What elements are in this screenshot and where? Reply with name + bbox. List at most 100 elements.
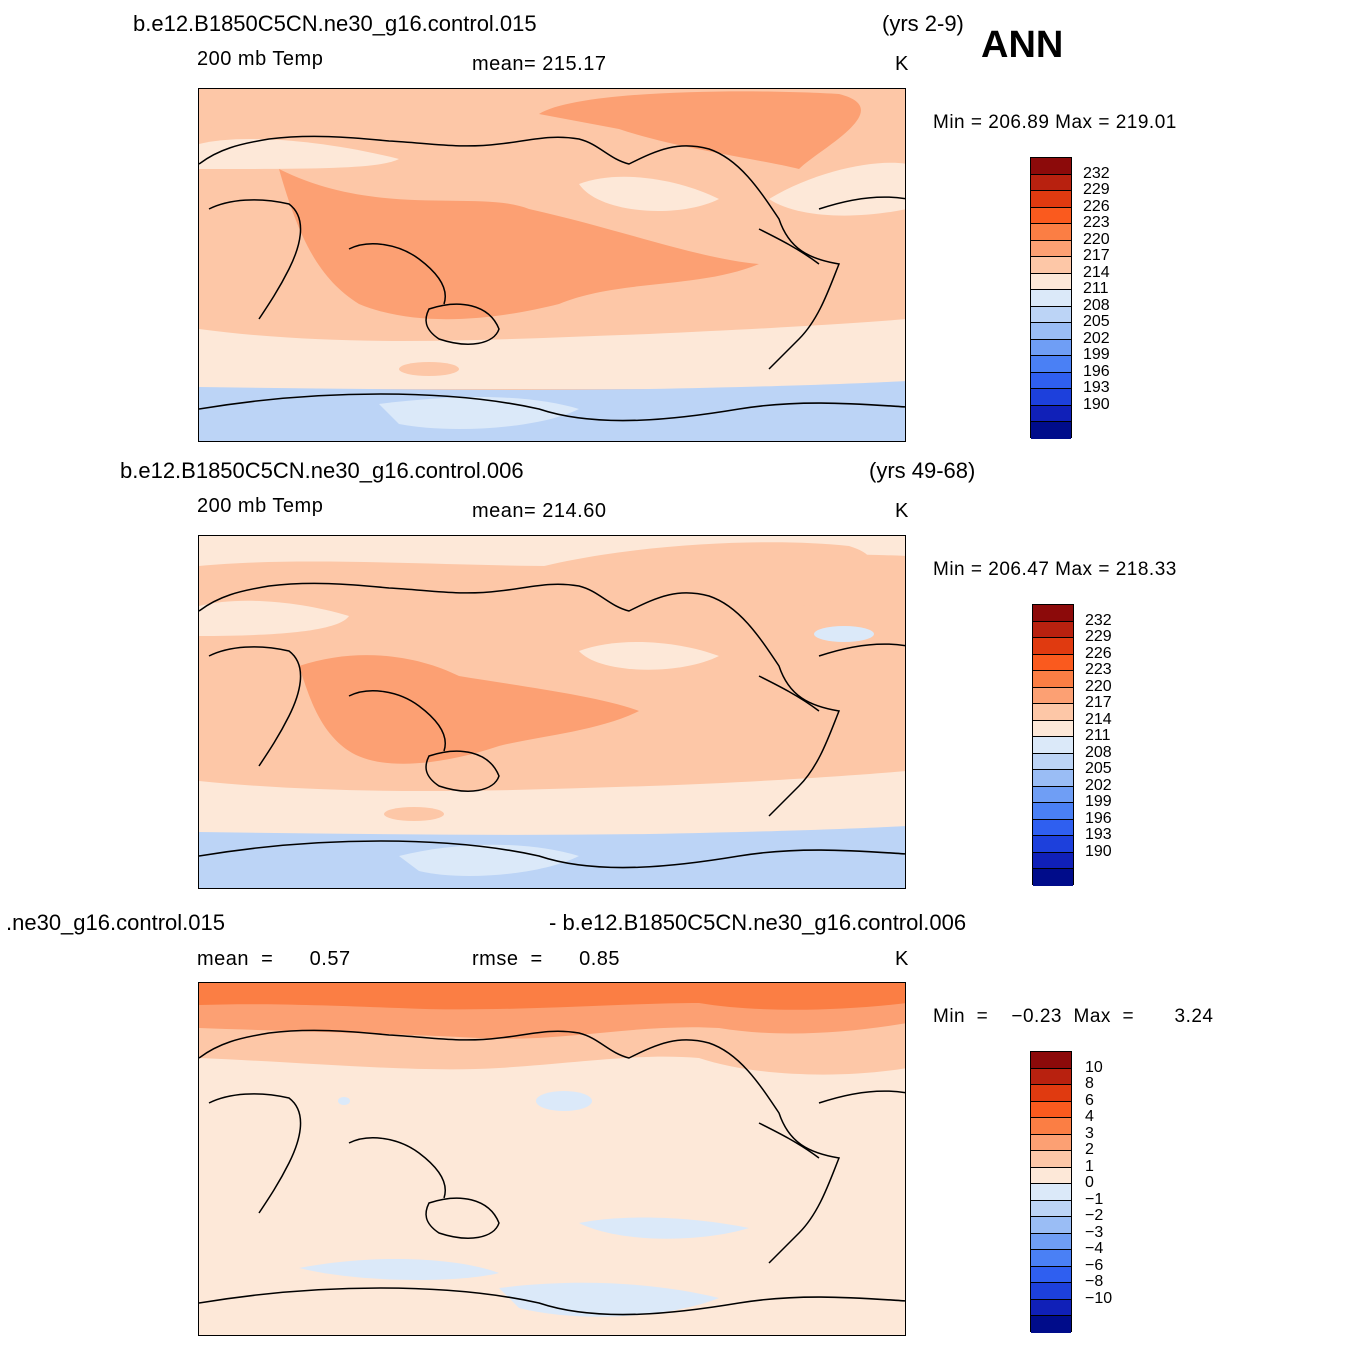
colorbar-swatch bbox=[1033, 819, 1073, 837]
colorbar-label: 4 bbox=[1085, 1108, 1094, 1126]
colorbar-swatch bbox=[1031, 1052, 1071, 1069]
panel1-colorbar bbox=[1030, 157, 1072, 439]
colorbar-swatch bbox=[1031, 1184, 1071, 1201]
colorbar-swatch bbox=[1033, 803, 1073, 820]
colorbar-swatch bbox=[1033, 869, 1073, 886]
panel1-warm-tropics bbox=[279, 169, 759, 320]
colorbar-label: −1 bbox=[1085, 1190, 1104, 1208]
panel3-units: K bbox=[895, 948, 909, 970]
panel3-minmax: Min = −0.23 Max = 3.24 bbox=[933, 1006, 1214, 1027]
panel1-minmax: Min = 206.89 Max = 219.01 bbox=[933, 112, 1177, 133]
colorbar-label: −3 bbox=[1085, 1223, 1104, 1241]
panel3-colorbar bbox=[1030, 1051, 1072, 1333]
panel2-colorbar bbox=[1032, 604, 1074, 886]
colorbar-swatch bbox=[1031, 273, 1071, 291]
colorbar-swatch bbox=[1031, 1233, 1071, 1251]
colorbar-label: 199 bbox=[1085, 793, 1112, 811]
colorbar-label: 223 bbox=[1083, 214, 1110, 232]
colorbar-label: 196 bbox=[1083, 362, 1110, 380]
panel3-coastlines bbox=[199, 1029, 905, 1264]
panel1-coastline-antarctica bbox=[199, 393, 905, 422]
colorbar-swatch bbox=[1031, 356, 1071, 373]
colorbar-label: 193 bbox=[1085, 826, 1112, 844]
colorbar-swatch bbox=[1033, 638, 1073, 655]
panel1-warm-arctic bbox=[539, 91, 861, 169]
colorbar-label: −2 bbox=[1085, 1207, 1104, 1225]
colorbar-swatch bbox=[1031, 290, 1071, 307]
colorbar-swatch bbox=[1031, 1085, 1071, 1102]
colorbar-swatch bbox=[1033, 720, 1073, 738]
colorbar-label: 196 bbox=[1085, 809, 1112, 827]
panel2-map bbox=[198, 535, 906, 889]
colorbar-swatch bbox=[1031, 389, 1071, 406]
colorbar-label: 6 bbox=[1085, 1091, 1094, 1109]
colorbar-label: 2 bbox=[1085, 1141, 1094, 1159]
panel2-variable: 200 mb Temp bbox=[197, 495, 324, 517]
panel2-case-name: b.e12.B1850C5CN.ne30_g16.control.006 bbox=[120, 458, 524, 483]
colorbar-label: 220 bbox=[1085, 677, 1112, 695]
colorbar-swatch bbox=[1031, 339, 1071, 357]
colorbar-label: 226 bbox=[1085, 644, 1112, 662]
colorbar-label: 8 bbox=[1085, 1075, 1094, 1093]
colorbar-swatch bbox=[1033, 852, 1073, 870]
colorbar-swatch bbox=[1031, 1068, 1071, 1086]
panel2-mean: mean= 214.60 bbox=[472, 500, 607, 522]
colorbar-label: 205 bbox=[1085, 760, 1112, 778]
colorbar-swatch bbox=[1031, 158, 1071, 175]
colorbar-swatch bbox=[1031, 1316, 1071, 1333]
colorbar-swatch bbox=[1031, 1217, 1071, 1234]
colorbar-swatch bbox=[1031, 323, 1071, 340]
colorbar-swatch bbox=[1031, 207, 1071, 225]
panel2-years: (yrs 49-68) bbox=[869, 458, 976, 483]
colorbar-label: 229 bbox=[1083, 181, 1110, 199]
panel3-case-name: .ne30_g16.control.015 bbox=[6, 910, 225, 935]
colorbar-swatch bbox=[1033, 605, 1073, 622]
colorbar-label: 205 bbox=[1083, 313, 1110, 331]
colorbar-swatch bbox=[1033, 654, 1073, 672]
panel2-units: K bbox=[895, 500, 909, 522]
colorbar-label: 211 bbox=[1085, 727, 1111, 745]
colorbar-label: 229 bbox=[1085, 628, 1112, 646]
colorbar-swatch bbox=[1031, 191, 1071, 208]
colorbar-swatch bbox=[1031, 240, 1071, 258]
panel1-map bbox=[198, 88, 906, 442]
colorbar-label: 232 bbox=[1083, 164, 1110, 182]
colorbar-label: 208 bbox=[1083, 296, 1110, 314]
panel3-mean: mean = 0.57 bbox=[197, 948, 351, 970]
panel1-coastlines bbox=[199, 135, 905, 370]
colorbar-swatch bbox=[1033, 621, 1073, 639]
season-label: ANN bbox=[981, 24, 1064, 66]
colorbar-swatch bbox=[1031, 306, 1071, 324]
panel3-minus-case: - b.e12.B1850C5CN.ne30_g16.control.006 bbox=[549, 910, 967, 935]
colorbar-label: 3 bbox=[1085, 1124, 1094, 1142]
colorbar-label: 202 bbox=[1085, 776, 1112, 794]
colorbar-swatch bbox=[1033, 671, 1073, 688]
colorbar-swatch bbox=[1031, 224, 1071, 241]
panel2-minmax: Min = 206.47 Max = 218.33 bbox=[933, 559, 1177, 580]
colorbar-swatch bbox=[1033, 786, 1073, 804]
colorbar-swatch bbox=[1031, 1118, 1071, 1135]
colorbar-swatch bbox=[1031, 1151, 1071, 1168]
colorbar-swatch bbox=[1031, 1283, 1071, 1300]
panel3-cool-southern bbox=[499, 1282, 719, 1317]
colorbar-label: −6 bbox=[1085, 1256, 1104, 1274]
colorbar-label: 217 bbox=[1085, 694, 1112, 712]
colorbar-label: 0 bbox=[1085, 1174, 1094, 1192]
colorbar-swatch bbox=[1031, 372, 1071, 390]
colorbar-swatch bbox=[1031, 1101, 1071, 1119]
colorbar-label: 211 bbox=[1083, 280, 1109, 298]
panel2-coastlines bbox=[199, 582, 905, 817]
colorbar-label: 1 bbox=[1085, 1157, 1094, 1175]
colorbar-swatch bbox=[1031, 1167, 1071, 1185]
panel3-contour-plot bbox=[199, 983, 905, 1335]
colorbar-label: 220 bbox=[1083, 230, 1110, 248]
colorbar-label: 214 bbox=[1083, 263, 1110, 281]
colorbar-swatch bbox=[1031, 422, 1071, 439]
colorbar-swatch bbox=[1031, 1134, 1071, 1152]
colorbar-swatch bbox=[1031, 405, 1071, 423]
panel1-units: K bbox=[895, 53, 909, 75]
colorbar-label: −8 bbox=[1085, 1273, 1104, 1291]
panel2-warm-tropics bbox=[299, 655, 639, 764]
panel3-rmse: rmse = 0.85 bbox=[472, 948, 621, 970]
colorbar-swatch bbox=[1031, 257, 1071, 274]
